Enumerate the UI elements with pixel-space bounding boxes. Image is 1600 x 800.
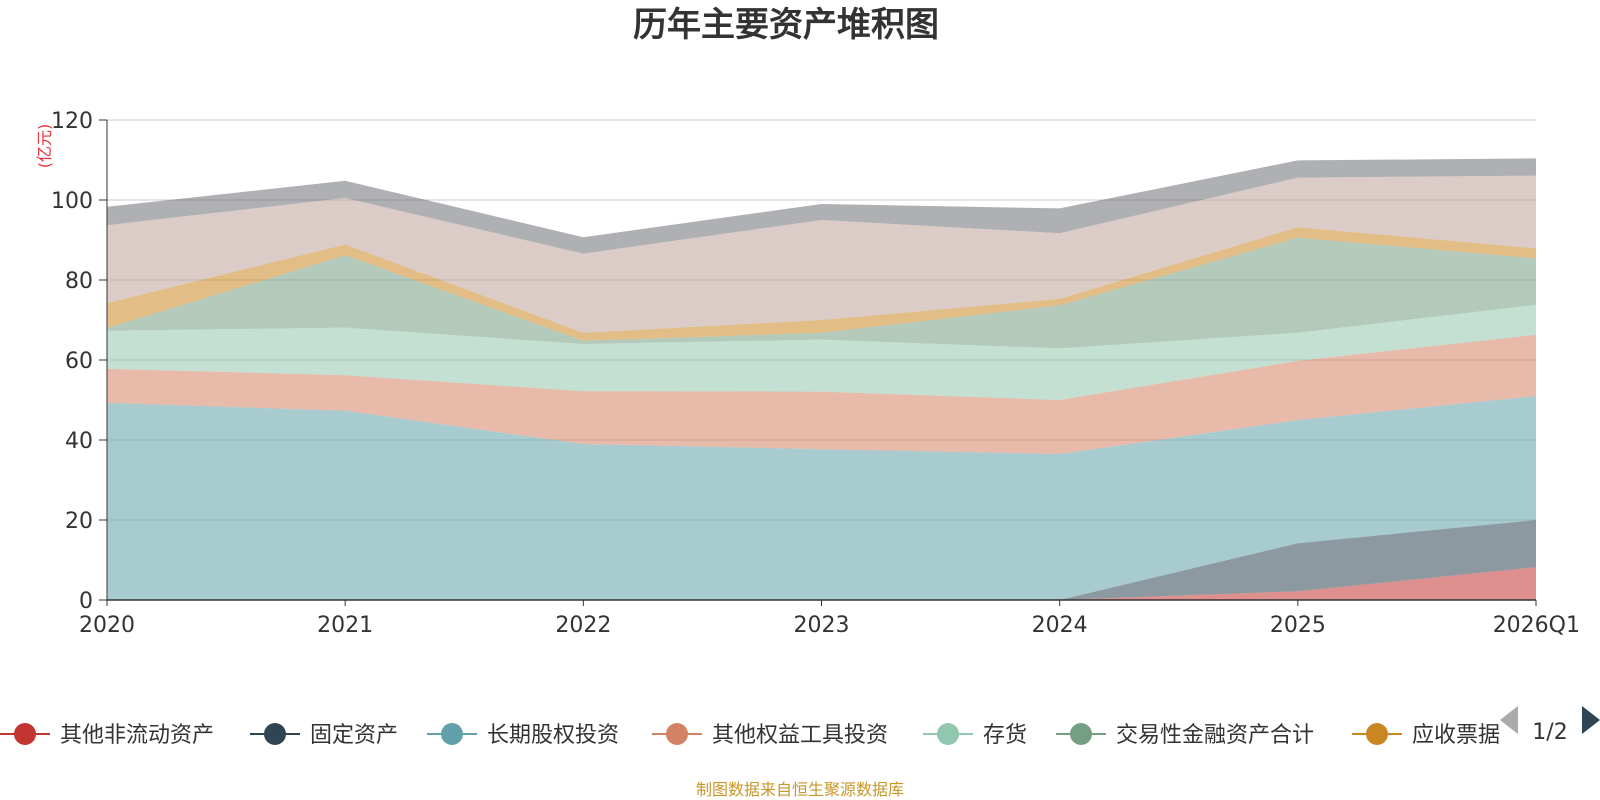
axes: 0 20 40 60 80 100 120 2020 2021 2022 2023 2024 2025 2… [51, 109, 1580, 638]
y-tick-label: 120 [51, 109, 93, 134]
legend-page-indicator: 1/2 [1532, 720, 1567, 745]
x-tick-label: 2021 [317, 613, 373, 638]
y-tick-label: 0 [79, 589, 93, 614]
legend-label: 存货 [983, 723, 1027, 748]
y-tick-label: 40 [65, 429, 93, 454]
legend-item[interactable]: 存货 [923, 723, 1027, 748]
area-series [107, 304, 1536, 400]
y-axis-unit-label: (亿元) [35, 124, 54, 169]
x-tick-label: 2020 [79, 613, 135, 638]
area-series-group [107, 158, 1536, 600]
legend-label: 交易性金融资产合计 [1116, 723, 1314, 748]
legend-label: 其他非流动资产 [60, 723, 214, 748]
legend-marker-icon [937, 723, 959, 745]
legend-label: 长期股权投资 [487, 723, 619, 748]
chart-title: 历年主要资产堆积图 [633, 5, 939, 45]
area-series [107, 520, 1536, 600]
y-tick-label: 80 [65, 269, 93, 294]
legend-item[interactable]: 应收票据 [1352, 723, 1500, 748]
legend-marker-icon [1366, 723, 1388, 745]
x-tick-label: 2025 [1270, 613, 1326, 638]
x-tick-label: 2023 [794, 613, 850, 638]
y-tick-label: 60 [65, 349, 93, 374]
legend-label: 其他权益工具投资 [712, 723, 888, 748]
x-tick-label: 2026Q1 [1493, 613, 1580, 638]
legend-marker-icon [441, 723, 463, 745]
y-tick-label: 20 [65, 509, 93, 534]
legend-prev-page-icon[interactable] [1500, 706, 1518, 734]
area-series [107, 175, 1536, 333]
legend-item[interactable]: 其他非流动资产 [0, 723, 214, 748]
legend-marker-icon [666, 723, 688, 745]
legend-label: 固定资产 [310, 723, 398, 748]
area-series [107, 158, 1536, 254]
legend: 其他非流动资产 固定资产 长期股权投资 其他权益工具投资 存货 交易性金融资产合计 应收票据 [0, 723, 1500, 748]
legend-marker-icon [264, 723, 286, 745]
legend-item[interactable]: 长期股权投资 [427, 723, 619, 748]
legend-marker-icon [14, 723, 36, 745]
x-tick-label: 2022 [555, 613, 611, 638]
area-series [107, 567, 1536, 600]
legend-item[interactable]: 其他权益工具投资 [652, 723, 888, 748]
legend-next-page-icon[interactable] [1582, 706, 1600, 734]
area-series [107, 396, 1536, 600]
legend-marker-icon [1070, 723, 1092, 745]
legend-pager: 1/2 [1500, 706, 1600, 745]
y-tick-label: 100 [51, 189, 93, 214]
x-tick-label: 2024 [1032, 613, 1088, 638]
area-series [107, 227, 1536, 341]
legend-item[interactable]: 固定资产 [250, 723, 398, 748]
legend-item[interactable]: 交易性金融资产合计 [1056, 723, 1314, 748]
area-series [107, 334, 1536, 454]
area-series [107, 237, 1536, 349]
legend-label: 应收票据 [1412, 723, 1500, 748]
data-source-note: 制图数据来自恒生聚源数据库 [696, 780, 904, 799]
